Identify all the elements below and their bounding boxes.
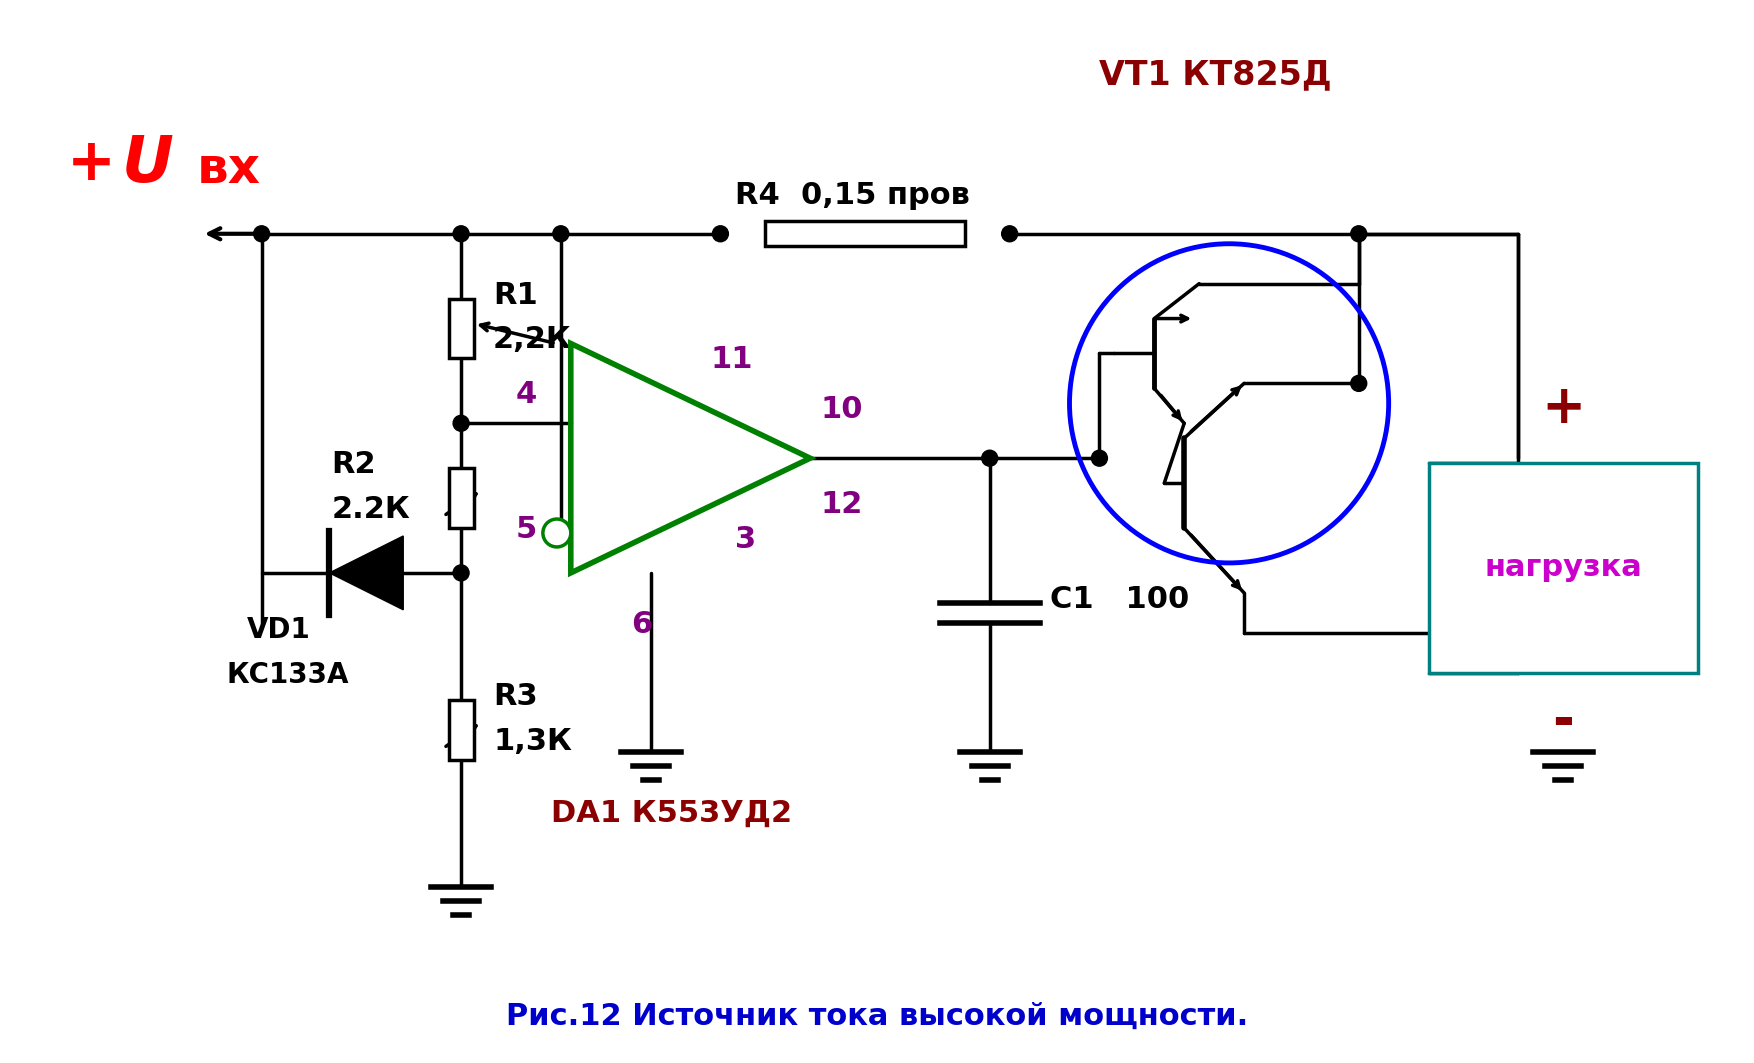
- Text: R2: R2: [332, 450, 375, 479]
- Circle shape: [544, 519, 570, 547]
- Text: 11: 11: [710, 345, 752, 374]
- Text: -: -: [1552, 696, 1573, 748]
- Text: Рис.12 Источник тока высокой мощности.: Рис.12 Источник тока высокой мощности.: [505, 1002, 1249, 1031]
- Text: вх: вх: [196, 145, 261, 193]
- Circle shape: [254, 225, 270, 241]
- Text: 1,3К: 1,3К: [493, 727, 572, 756]
- Text: 2.2К: 2.2К: [332, 495, 410, 524]
- Text: 12: 12: [821, 490, 863, 519]
- Text: VT1 КТ825Д: VT1 КТ825Д: [1100, 58, 1331, 91]
- Text: +: +: [1542, 383, 1586, 435]
- Text: +: +: [67, 135, 116, 192]
- Text: 6: 6: [631, 610, 652, 639]
- Bar: [449, 299, 474, 358]
- Text: нагрузка: нагрузка: [1484, 554, 1642, 583]
- Text: VD1: VD1: [247, 615, 310, 644]
- Circle shape: [1091, 451, 1107, 467]
- Text: 5: 5: [516, 514, 537, 544]
- Bar: [449, 701, 474, 760]
- Text: R4  0,15 пров: R4 0,15 пров: [735, 181, 970, 209]
- Text: U: U: [123, 133, 174, 195]
- Circle shape: [982, 451, 998, 467]
- Text: 10: 10: [821, 395, 863, 424]
- Circle shape: [1351, 375, 1366, 391]
- Circle shape: [453, 225, 468, 241]
- Text: C1   100: C1 100: [1049, 585, 1189, 613]
- Text: 3: 3: [735, 525, 756, 554]
- Circle shape: [712, 225, 728, 241]
- Circle shape: [1002, 225, 1017, 241]
- Circle shape: [453, 564, 468, 580]
- Bar: [1428, 463, 1698, 673]
- Bar: [449, 468, 474, 528]
- Text: КС133А: КС133А: [226, 660, 349, 689]
- Text: R1: R1: [493, 281, 538, 309]
- Text: 4: 4: [516, 381, 537, 409]
- Text: 2,2К: 2,2К: [493, 325, 572, 354]
- Circle shape: [553, 225, 568, 241]
- Circle shape: [453, 416, 468, 432]
- Bar: [765, 221, 965, 247]
- Text: DA1 К553УД2: DA1 К553УД2: [551, 799, 793, 828]
- Circle shape: [1351, 225, 1366, 241]
- Text: R3: R3: [493, 682, 538, 711]
- Polygon shape: [330, 536, 403, 610]
